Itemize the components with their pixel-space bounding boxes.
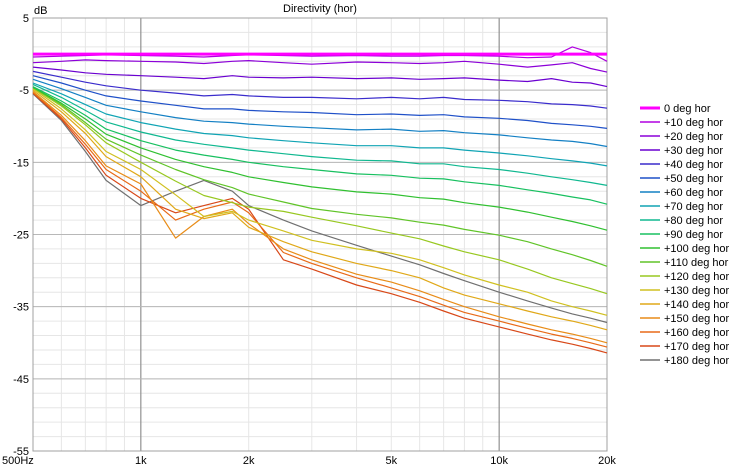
legend-label: +70 deg hor — [664, 201, 723, 213]
series-line-9 — [32, 86, 608, 205]
x-tick-label: 10k — [490, 455, 508, 467]
chart-title: Directivity (hor) — [283, 3, 357, 15]
series-line-15 — [32, 91, 608, 344]
series-layer — [32, 46, 608, 354]
x-tick-label: 20k — [598, 455, 616, 467]
legend-label: +150 deg hor — [664, 313, 729, 325]
series-line-7 — [32, 82, 608, 167]
legend: 0 deg hor +10 deg hor +20 deg hor +30 deg h… — [640, 103, 729, 367]
series-line-11 — [32, 86, 608, 267]
legend-label: +140 deg hor — [664, 299, 729, 311]
legend-label: +170 deg hor — [664, 341, 729, 353]
series-line-17 — [32, 92, 608, 354]
y-tick-label: -15 — [13, 157, 29, 169]
series-line-18 — [32, 93, 608, 324]
y-tick-label: -5 — [19, 85, 29, 97]
legend-label: +20 deg hor — [664, 131, 723, 143]
legend-label: +110 deg hor — [664, 257, 729, 269]
plot-frame — [32, 17, 608, 452]
y-unit-label: dB — [34, 5, 47, 17]
series-line-14 — [32, 89, 608, 331]
legend-label: +40 deg hor — [664, 159, 723, 171]
legend-label: +160 deg hor — [664, 327, 729, 339]
x-axis-ticks: 500Hz 1k 2k 5k 10k 20k — [2, 455, 616, 467]
series-line-12 — [32, 87, 608, 295]
y-tick-label: -45 — [13, 374, 29, 386]
legend-label: +130 deg hor — [664, 285, 729, 297]
series-line-2 — [32, 59, 608, 73]
y-tick-label: -25 — [13, 230, 29, 242]
legend-label: +80 deg hor — [664, 215, 723, 227]
legend-label: +120 deg hor — [664, 271, 729, 283]
legend-label: +10 deg hor — [664, 117, 723, 129]
legend-label: +60 deg hor — [664, 187, 723, 199]
x-tick-label: 5k — [385, 455, 397, 467]
legend-label: +30 deg hor — [664, 145, 723, 157]
y-axis-ticks: 5 -5 -15 -25 -35 -45 -55 — [13, 13, 29, 458]
y-tick-label: -55 — [13, 446, 29, 458]
series-line-16 — [32, 91, 608, 348]
y-tick-label: -35 — [13, 302, 29, 314]
y-tick-label: 5 — [23, 13, 29, 25]
legend-label: +100 deg hor — [664, 243, 729, 255]
x-tick-label: 2k — [243, 455, 255, 467]
series-line-13 — [32, 88, 608, 316]
series-line-4 — [32, 70, 608, 109]
x-tick-label: 500Hz — [2, 455, 34, 467]
legend-label: +180 deg hor — [664, 355, 729, 367]
legend-label: +50 deg hor — [664, 173, 723, 185]
series-line-5 — [32, 75, 608, 129]
x-tick-label: 1k — [135, 455, 147, 467]
legend-label: +90 deg hor — [664, 229, 723, 241]
series-line-6 — [32, 78, 608, 148]
series-line-3 — [32, 66, 608, 88]
series-line-8 — [32, 83, 608, 186]
series-line-10 — [32, 86, 608, 231]
legend-label: 0 deg hor — [664, 103, 711, 115]
